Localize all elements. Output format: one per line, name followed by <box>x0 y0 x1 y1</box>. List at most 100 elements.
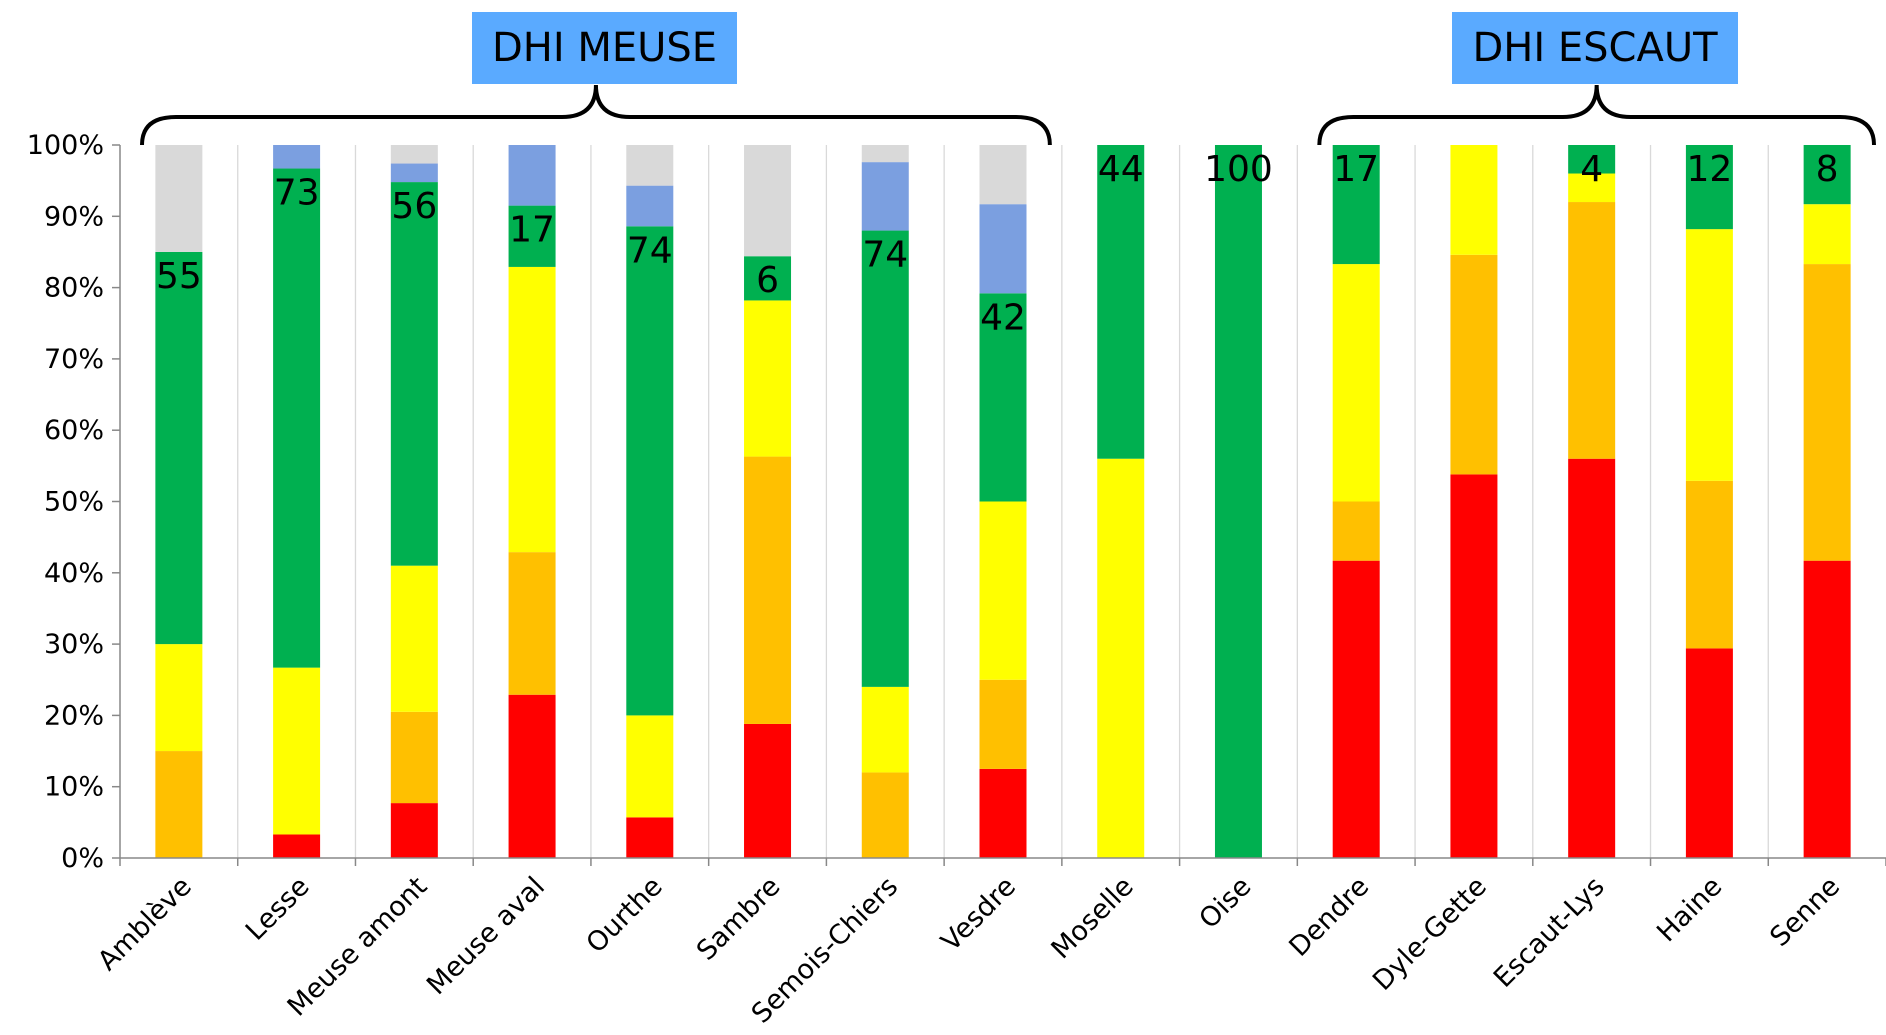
label-layer: 55 73 56 17 74 6 74 42 44 100 17 4 12 8 <box>156 149 1839 338</box>
x-tick-label-senne: Senne <box>1764 871 1846 953</box>
bar-segment-lesse-s4 <box>273 145 321 169</box>
bar-segment-ourthe-s2 <box>626 715 674 818</box>
x-tick-label-ourthe: Ourthe <box>581 871 669 959</box>
bar-segment-semois-chiers-s3 <box>861 230 909 687</box>
x-tick-label-ambleve: Amblève <box>92 871 198 977</box>
group-label-dhi-meuse: DHI MEUSE <box>472 12 737 84</box>
bar-segment-meuse-aval-s1 <box>508 552 556 695</box>
x-tick-label-haine: Haine <box>1651 871 1728 948</box>
data-label-dendre: 17 <box>1333 149 1379 190</box>
bar-segment-ourthe-s3 <box>626 226 674 716</box>
bar-segment-meuse-amont-s4 <box>390 163 438 183</box>
data-label-ourthe: 74 <box>627 230 673 271</box>
data-label-meuse-amont: 56 <box>391 186 437 227</box>
y-tick-label: 60% <box>44 415 104 446</box>
data-label-semois-chiers: 74 <box>862 235 908 276</box>
data-label-meuse-aval: 17 <box>509 210 555 251</box>
bar-segment-dyle-gette-s0 <box>1450 474 1498 858</box>
bar-segment-vesdre-s5 <box>979 145 1027 205</box>
bar-segment-vesdre-s1 <box>979 679 1027 769</box>
y-tick-label: 100% <box>27 130 104 161</box>
bar-segment-semois-chiers-s4 <box>861 162 909 231</box>
x-tick-label-meuse-aval: Meuse aval <box>421 871 551 1001</box>
data-label-ambleve: 55 <box>156 256 202 297</box>
y-tick-label: 40% <box>44 558 104 589</box>
bar-segment-ambleve-s1 <box>155 751 203 858</box>
bar-segment-senne-s1 <box>1803 264 1851 561</box>
brace-layer <box>140 84 1876 146</box>
bar-segment-meuse-aval-s3 <box>508 205 556 267</box>
bar-segment-escaut-lys-s3 <box>1568 145 1616 174</box>
bar-segment-meuse-amont-s1 <box>390 711 438 804</box>
bar-segment-meuse-amont-s5 <box>390 145 438 164</box>
bar-segment-dendre-s1 <box>1332 501 1380 561</box>
bar-segment-semois-chiers-s5 <box>861 145 909 163</box>
y-tick-label: 30% <box>44 629 104 660</box>
bar-segment-escaut-lys-s2 <box>1568 173 1616 203</box>
bar-segment-vesdre-s4 <box>979 204 1027 294</box>
y-tick-label: 80% <box>44 273 104 304</box>
data-label-senne: 8 <box>1816 149 1839 190</box>
data-label-escaut-lys: 4 <box>1580 149 1603 190</box>
bar-segment-sambre-s3 <box>744 256 792 301</box>
bar-segment-escaut-lys-s0 <box>1568 458 1616 858</box>
bar-segment-moselle-s3 <box>1097 145 1145 459</box>
bar-segment-vesdre-s0 <box>979 768 1027 858</box>
x-tick-label-moselle: Moselle <box>1046 871 1140 965</box>
bar-segment-sambre-s1 <box>744 456 792 724</box>
bar-segment-dendre-s0 <box>1332 560 1380 858</box>
data-label-moselle: 44 <box>1098 149 1144 190</box>
bar-segment-haine-s2 <box>1685 229 1733 481</box>
bar-segment-semois-chiers-s2 <box>861 686 909 773</box>
y-tick-label: 0% <box>61 843 104 874</box>
bar-segment-senne-s3 <box>1803 145 1851 205</box>
x-tick-label-sambre: Sambre <box>691 871 787 967</box>
bar-segment-haine-s3 <box>1685 145 1733 230</box>
bar-segment-ourthe-s4 <box>626 185 674 227</box>
x-tick-label-vesdre: Vesdre <box>935 871 1021 957</box>
x-tick-label-dyle-gette: Dyle-Gette <box>1367 871 1493 997</box>
bar-segment-haine-s1 <box>1685 480 1733 649</box>
bar-segment-oise-s3 <box>1214 145 1262 858</box>
bar-segment-sambre-s5 <box>744 145 792 257</box>
y-tick-label: 50% <box>44 487 104 518</box>
data-label-sambre: 6 <box>756 260 779 301</box>
brace-dhi-escaut <box>1317 84 1876 146</box>
bar-segment-semois-chiers-s1 <box>861 772 909 858</box>
y-tick-label: 10% <box>44 772 104 803</box>
bar-segment-senne-s2 <box>1803 204 1851 265</box>
bar-segment-lesse-s3 <box>273 168 321 668</box>
y-tick-label: 20% <box>44 700 104 731</box>
bar-segment-ambleve-s5 <box>155 145 203 252</box>
grid-layer <box>237 145 1769 858</box>
data-label-oise: 100 <box>1204 149 1273 190</box>
bar-segment-senne-s0 <box>1803 560 1851 858</box>
bar-segment-haine-s0 <box>1685 648 1733 858</box>
data-label-lesse: 73 <box>274 173 320 214</box>
x-tick-label-oise: Oise <box>1193 871 1257 935</box>
bar-segment-sambre-s2 <box>744 300 792 457</box>
bar-layer <box>155 145 1851 858</box>
x-tick-label-lesse: Lesse <box>240 871 316 947</box>
bar-segment-ambleve-s2 <box>155 644 203 752</box>
bar-segment-dyle-gette-s2 <box>1450 145 1498 255</box>
bar-segment-lesse-s2 <box>273 667 321 835</box>
bar-segment-meuse-amont-s0 <box>390 803 438 858</box>
bar-segment-lesse-s0 <box>273 834 321 858</box>
bar-segment-meuse-aval-s0 <box>508 694 556 858</box>
brace-dhi-meuse <box>140 84 1052 146</box>
bar-segment-dendre-s3 <box>1332 145 1380 265</box>
bar-segment-meuse-amont-s2 <box>390 565 438 712</box>
bar-segment-dendre-s2 <box>1332 264 1380 502</box>
bar-segment-ourthe-s0 <box>626 817 674 858</box>
y-tick-label: 90% <box>44 201 104 232</box>
bar-segment-ambleve-s3 <box>155 251 203 645</box>
data-label-haine: 12 <box>1686 149 1732 190</box>
y-tick-label: 70% <box>44 344 104 375</box>
bar-segment-meuse-aval-s4 <box>508 145 556 206</box>
bar-segment-vesdre-s3 <box>979 293 1027 502</box>
bar-segment-meuse-aval-s2 <box>508 266 556 553</box>
bar-segment-dyle-gette-s1 <box>1450 254 1498 475</box>
